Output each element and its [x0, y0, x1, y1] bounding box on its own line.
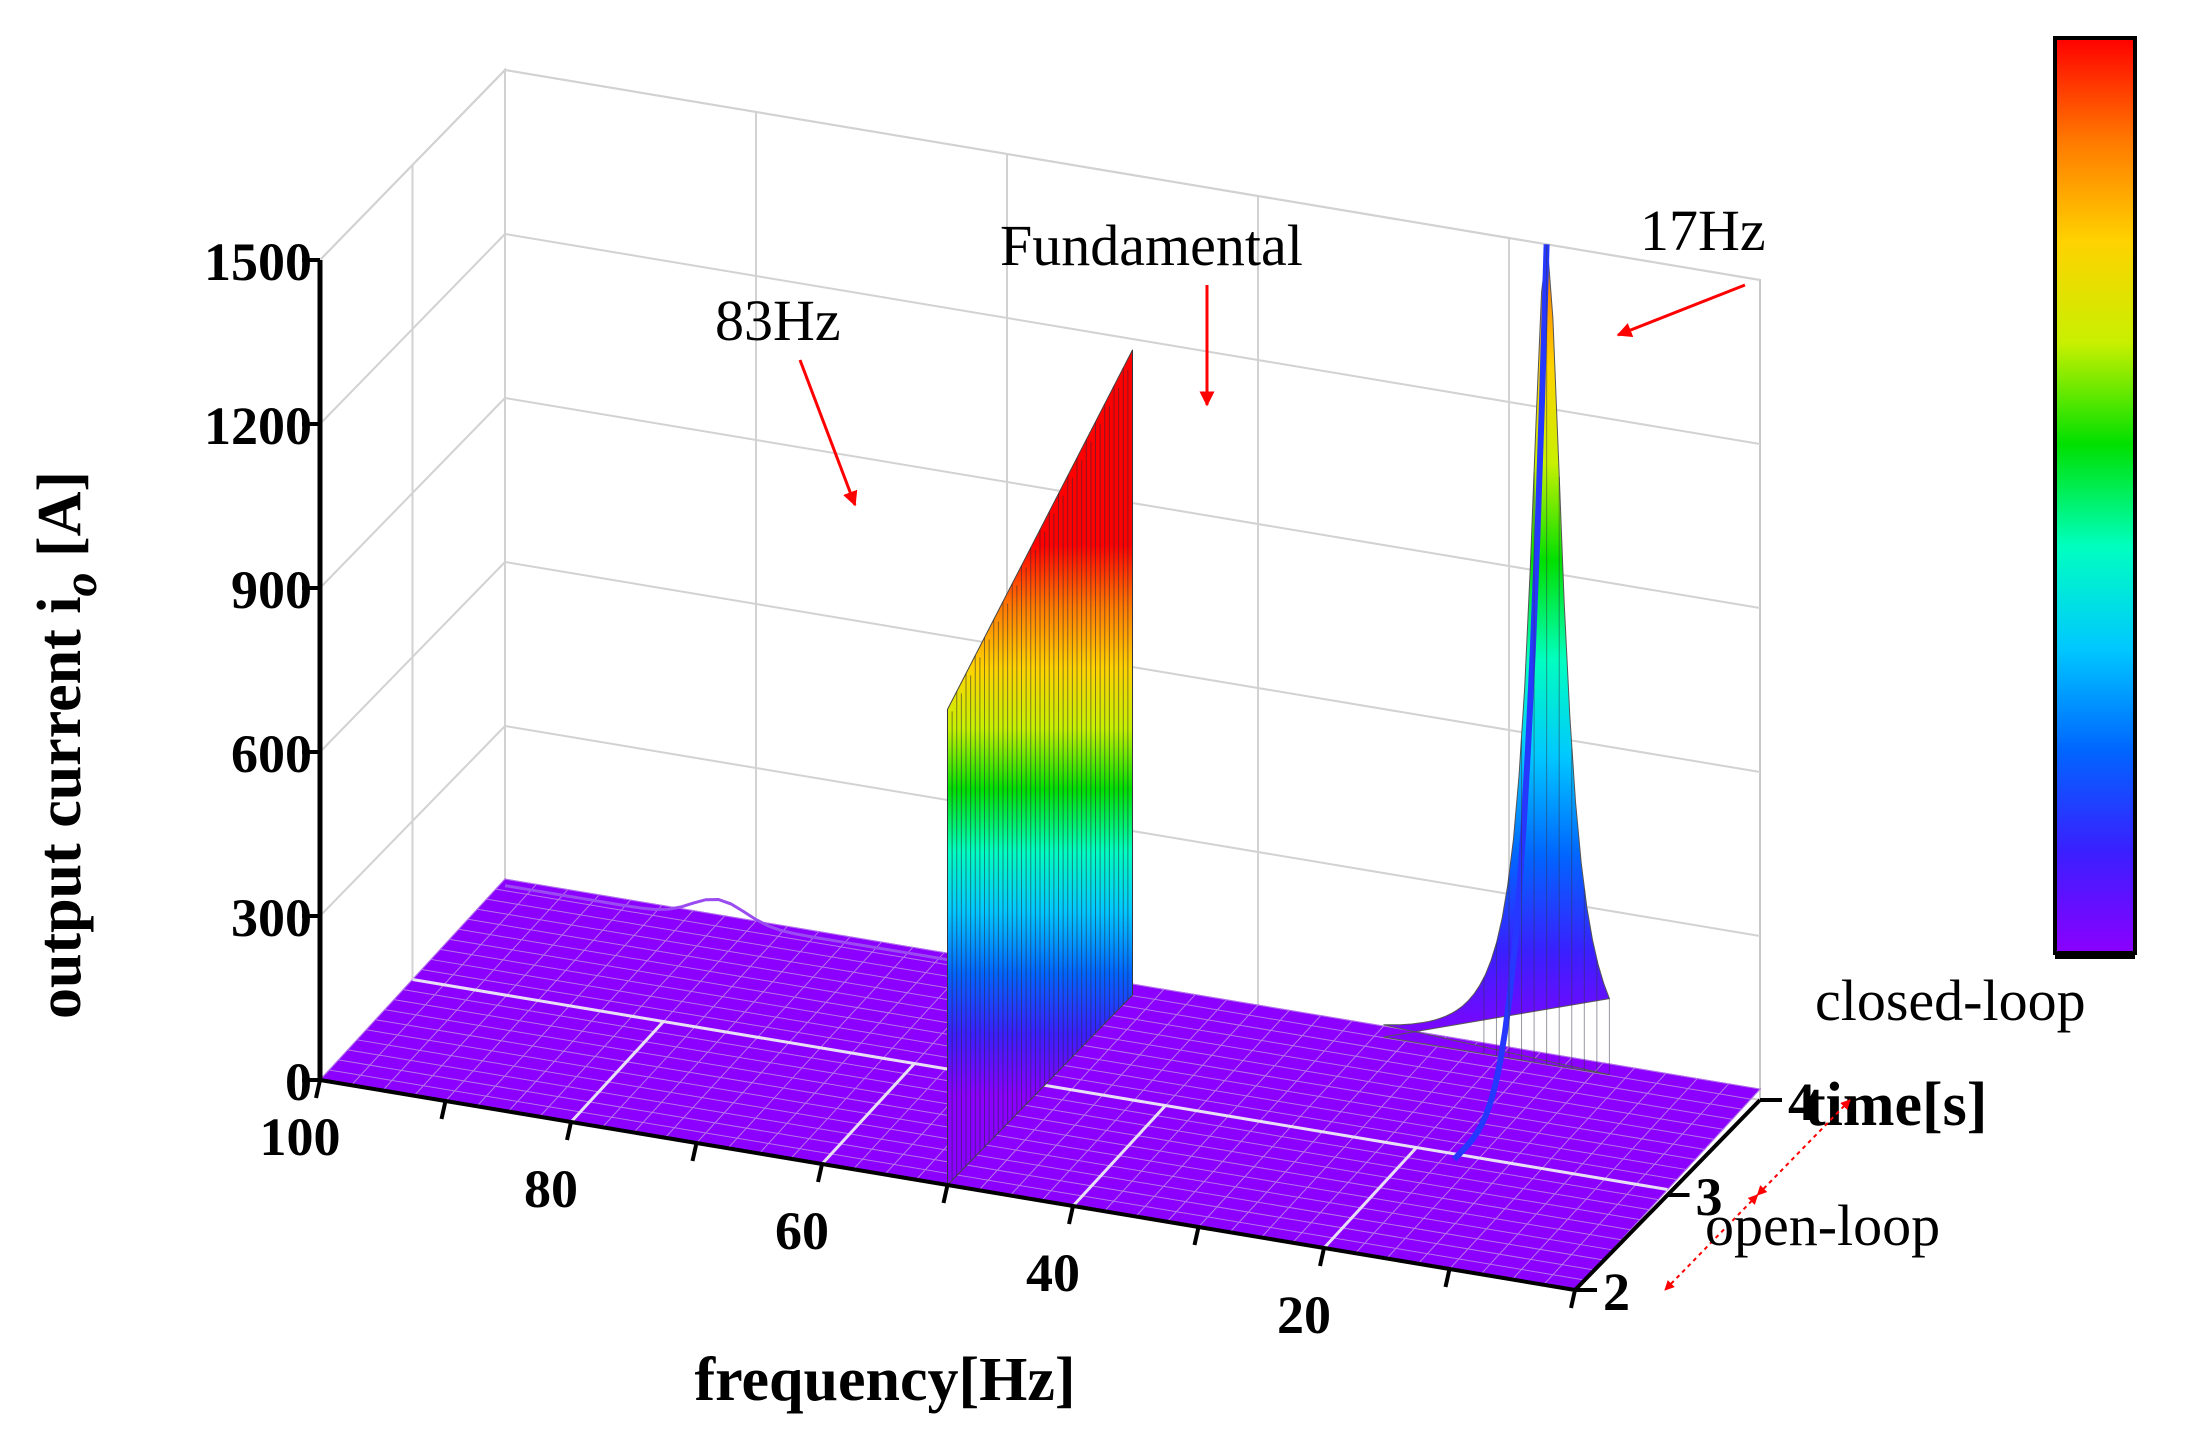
x-tick	[1443, 1268, 1452, 1288]
peak-17hz-front	[1383, 245, 1611, 1076]
x-tick	[439, 1100, 448, 1120]
x-tick	[1318, 1247, 1326, 1267]
annotation-17hz: 17Hz	[1640, 198, 1766, 263]
phase-open-loop: open-loop	[1705, 1193, 1940, 1258]
z-tick-label: 900	[231, 560, 312, 620]
annotation-arrow	[798, 359, 858, 507]
x-tick	[314, 1079, 322, 1099]
colorbar	[2053, 36, 2137, 959]
floor-gridline-x	[1071, 1104, 1167, 1208]
floor-gridline-x	[1322, 1146, 1418, 1250]
phase-closed-loop: closed-loop	[1815, 968, 2086, 1033]
y-axis-title: time[s]	[1805, 1071, 1987, 1139]
z-tick-label: 300	[231, 888, 312, 948]
x-tick-label: 100	[260, 1107, 341, 1167]
x-tick	[565, 1121, 573, 1141]
z-tick-label: 600	[231, 724, 312, 784]
x-tick	[816, 1163, 824, 1183]
z-axis-title: output current io [A]	[26, 471, 107, 1019]
z-axis-title-unit: [A]	[26, 471, 94, 573]
colorbar-gradient	[2053, 36, 2137, 955]
z-axis-title-main: output current i	[26, 597, 94, 1020]
surface-features	[947, 244, 1611, 1187]
x-tick	[690, 1142, 699, 1162]
x-tick-label: 40	[1026, 1243, 1080, 1303]
x-tick	[1192, 1226, 1201, 1246]
z-tick-label: 0	[285, 1052, 312, 1112]
x-tick	[1569, 1289, 1577, 1309]
y-tick-label: 2	[1603, 1262, 1630, 1322]
closed-loop-range-arrow	[1756, 1099, 1851, 1196]
floor-gridline-x	[820, 1062, 916, 1166]
x-tick-label: 60	[775, 1201, 829, 1261]
annotation-arrow	[1616, 283, 1746, 338]
annotation-83hz: 83Hz	[715, 288, 841, 353]
annotation-fundamental: Fundamental	[1000, 213, 1303, 278]
open-loop-range-arrow	[1664, 1194, 1759, 1291]
x-tick-label: 20	[1277, 1285, 1331, 1345]
x-tick	[1067, 1205, 1075, 1225]
z-axis-title-subscript: o	[54, 573, 107, 597]
z-tick-label: 1200	[204, 396, 312, 456]
floor-gridline-x	[569, 1020, 665, 1124]
z-tick-label: 1500	[204, 232, 312, 292]
peak-17hz-ridge	[1452, 244, 1550, 1162]
x-tick-label: 80	[524, 1159, 578, 1219]
x-axis-title: frequency[Hz]	[694, 1346, 1075, 1414]
annotations: 83Hz Fundamental 17Hz closed-loop open-loop	[715, 198, 2086, 1291]
x-tick	[941, 1184, 950, 1204]
